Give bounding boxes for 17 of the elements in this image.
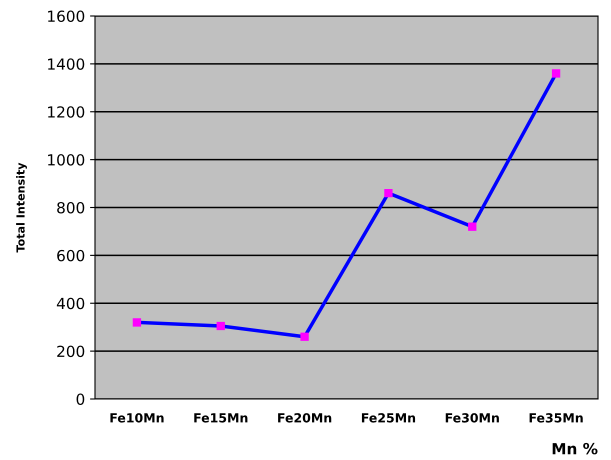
y-tick-label: 0 (76, 393, 84, 406)
x-tick-label: Fe20Mn (278, 413, 332, 423)
y-tick-label: 200 (57, 346, 84, 358)
y-axis-title: Total Intensity (16, 162, 27, 252)
x-tick-label: Fe15Mn (194, 413, 248, 423)
y-tick-label: 400 (56, 298, 84, 310)
x-tick-label: Fe10Mn (110, 413, 164, 423)
y-tick-label: 1200 (48, 106, 84, 118)
y-tick-label: 1000 (48, 154, 84, 166)
x-tick-label: Fe25Mn (362, 413, 416, 423)
y-tick-label: 1600 (48, 10, 84, 22)
y-tick-label: 1400 (48, 58, 84, 70)
y-tick-label: 800 (57, 202, 84, 214)
y-tick-label: 600 (57, 250, 84, 262)
x-tick-label: Fe35Mn (530, 413, 583, 423)
x-axis-title: Mn % (552, 442, 598, 454)
x-tick-label: Fe30Mn (446, 413, 499, 423)
